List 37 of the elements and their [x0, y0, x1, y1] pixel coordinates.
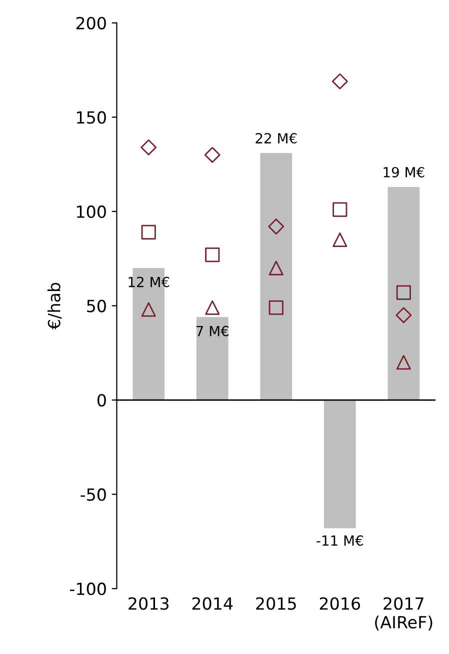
- point: [205, 300, 220, 315]
- point: [141, 224, 156, 240]
- annotation: 7 M€: [196, 326, 228, 336]
- bar: [260, 153, 292, 400]
- point: [141, 302, 156, 317]
- y-tick-label: 150: [77, 111, 106, 124]
- point: [396, 307, 412, 324]
- x-tick-label: 2013: [128, 597, 168, 610]
- point: [268, 218, 284, 235]
- point: [268, 260, 284, 276]
- annotation: 12 M€: [128, 276, 170, 288]
- bar: [324, 400, 356, 528]
- point: [332, 202, 348, 217]
- y-axis-title: €/hab: [48, 282, 62, 330]
- annotation: -11 M€: [316, 535, 363, 546]
- point: [332, 73, 348, 90]
- bar: [388, 186, 420, 400]
- y-tick-label: 0: [98, 394, 106, 407]
- y-tick-label: -50: [80, 488, 106, 501]
- point: [205, 248, 220, 262]
- bar: [196, 317, 228, 400]
- annotation: 19 M€: [384, 166, 424, 178]
- point: [268, 300, 284, 315]
- point: [396, 355, 411, 370]
- x-tick-label: 2014: [192, 597, 233, 610]
- point: [140, 139, 157, 156]
- x-tick-label: 2015: [256, 597, 296, 610]
- y-tick-label: -100: [70, 582, 106, 596]
- point: [396, 285, 411, 300]
- y-tick-label: 200: [76, 16, 106, 30]
- x-tick-label: 2016: [320, 597, 360, 610]
- point: [332, 232, 348, 248]
- x-tick-label: 2017 (AIReF): [375, 597, 432, 630]
- annotation: 22 M€: [256, 133, 297, 144]
- point: [204, 146, 220, 163]
- y-tick-label: 100: [77, 205, 106, 218]
- y-tick-label: 50: [87, 300, 106, 312]
